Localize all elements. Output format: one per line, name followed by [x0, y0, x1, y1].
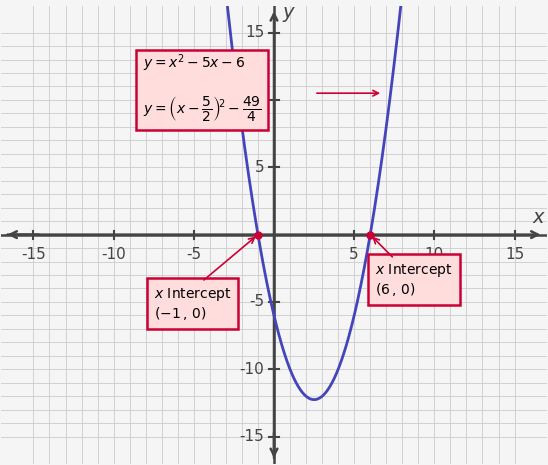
Text: x: x	[533, 207, 544, 226]
Text: y: y	[282, 3, 294, 22]
Text: 10: 10	[425, 247, 444, 262]
Text: $y = x^2 - 5x - 6$
$y = \left(x - \dfrac{5}{2}\right)^{\!2} - \dfrac{49}{4}$: $y = x^2 - 5x - 6$ $y = \left(x - \dfrac…	[142, 53, 261, 123]
Text: 10: 10	[245, 93, 264, 107]
Text: 5: 5	[350, 247, 359, 262]
Text: -15: -15	[21, 247, 46, 262]
Text: 5: 5	[255, 160, 264, 175]
Text: $x$ Intercept
$(-1\,,\,0)$: $x$ Intercept $(-1\,,\,0)$	[154, 286, 231, 322]
Text: -10: -10	[101, 247, 126, 262]
Text: $x$ Intercept
$(6\,,\,0)$: $x$ Intercept $(6\,,\,0)$	[375, 261, 453, 298]
Text: -15: -15	[239, 429, 264, 444]
Text: -5: -5	[249, 294, 264, 310]
Text: -10: -10	[239, 362, 264, 377]
Text: 15: 15	[245, 25, 264, 40]
Text: 15: 15	[505, 247, 524, 262]
Text: -5: -5	[186, 247, 201, 262]
